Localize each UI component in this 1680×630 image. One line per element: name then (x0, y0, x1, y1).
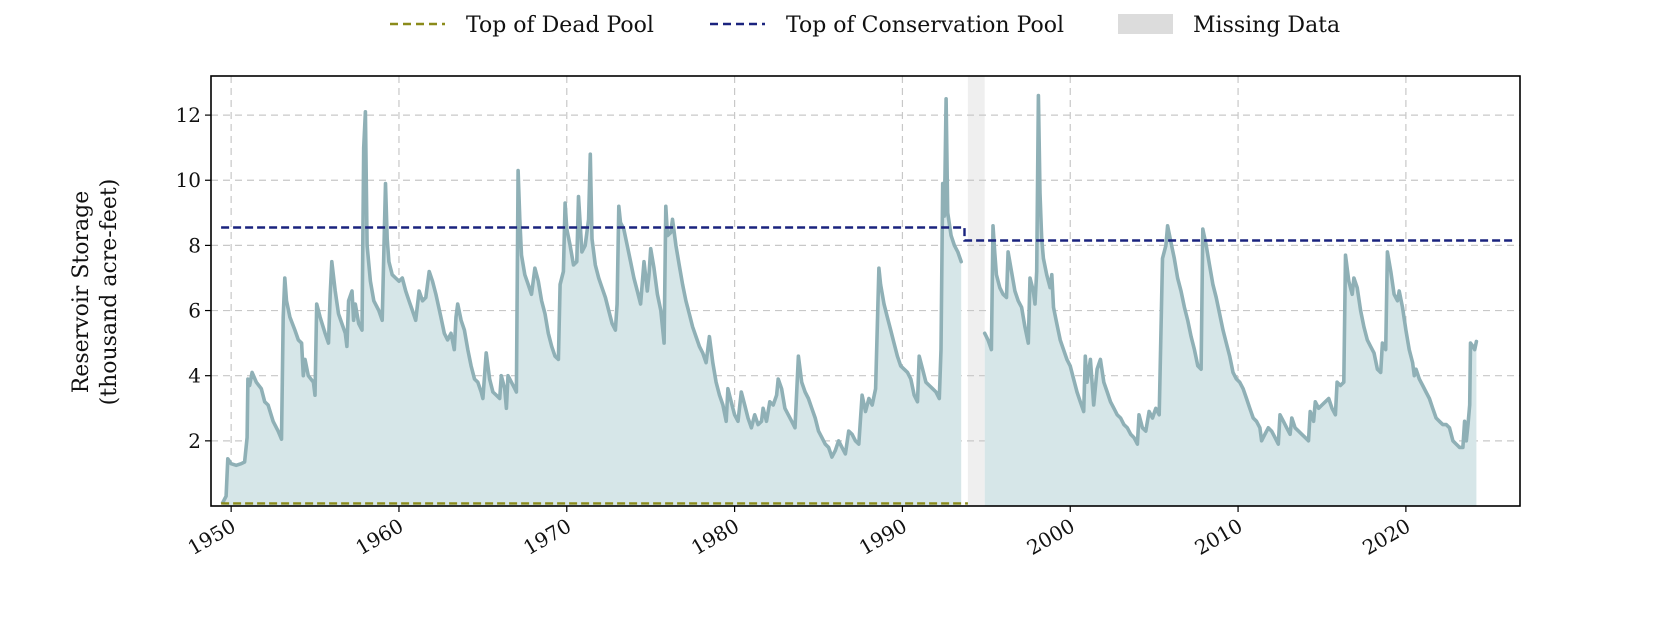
x-tick-label-0: 1950 (184, 514, 240, 560)
x-tick-label-5: 2000 (1023, 514, 1079, 560)
conservation-pool-line (221, 226, 1515, 242)
y-tick-label-5: 12 (176, 103, 201, 127)
y-axis-ticks: 2 4 6 8 10 12 (176, 103, 211, 453)
y-axis-title-line2: (thousand acre-feet) (97, 179, 122, 406)
legend-dead-pool-label: Top of Dead Pool (466, 13, 654, 38)
storage-line-segment-0 (220, 97, 963, 505)
y-tick-label-3: 8 (188, 233, 201, 257)
x-tick-label-6: 2010 (1190, 514, 1246, 560)
legend: Top of Dead Pool Top of Conservation Poo… (390, 13, 1340, 38)
x-tick-label-7: 2020 (1358, 514, 1414, 560)
storage-line-segment-1 (982, 93, 1479, 450)
y-tick-label-0: 2 (188, 429, 201, 453)
x-tick-label-1: 1960 (351, 514, 407, 560)
x-tick-label-4: 1990 (855, 514, 911, 560)
storage-line-layer (220, 93, 1479, 505)
plot-frame (210, 75, 1521, 507)
storage-area-segment-0 (222, 98, 962, 507)
legend-missing-data-label: Missing Data (1193, 13, 1340, 38)
y-tick-label-2: 6 (188, 299, 201, 323)
storage-area-segment-1 (984, 95, 1477, 506)
legend-conservation-pool-label: Top of Conservation Pool (786, 13, 1064, 38)
x-tick-label-2: 1970 (519, 514, 575, 560)
y-axis-title: Reservoir Storage (thousand acre-feet) (69, 179, 122, 406)
y-tick-label-1: 4 (188, 364, 201, 388)
pool-lines-layer (221, 226, 1515, 505)
plot-area (210, 75, 1521, 507)
x-tick-label-3: 1980 (687, 514, 743, 560)
missing-data-layer (967, 76, 985, 506)
y-axis-title-line1: Reservoir Storage (69, 191, 94, 394)
y-tick-label-4: 10 (176, 168, 201, 192)
missing-data-span-0 (967, 76, 985, 506)
storage-fill-layer (222, 95, 1477, 507)
legend-missing-data-swatch (1118, 14, 1173, 34)
x-axis-ticks: 1950 1960 1970 1980 1990 2000 2010 2020 (184, 506, 1414, 560)
